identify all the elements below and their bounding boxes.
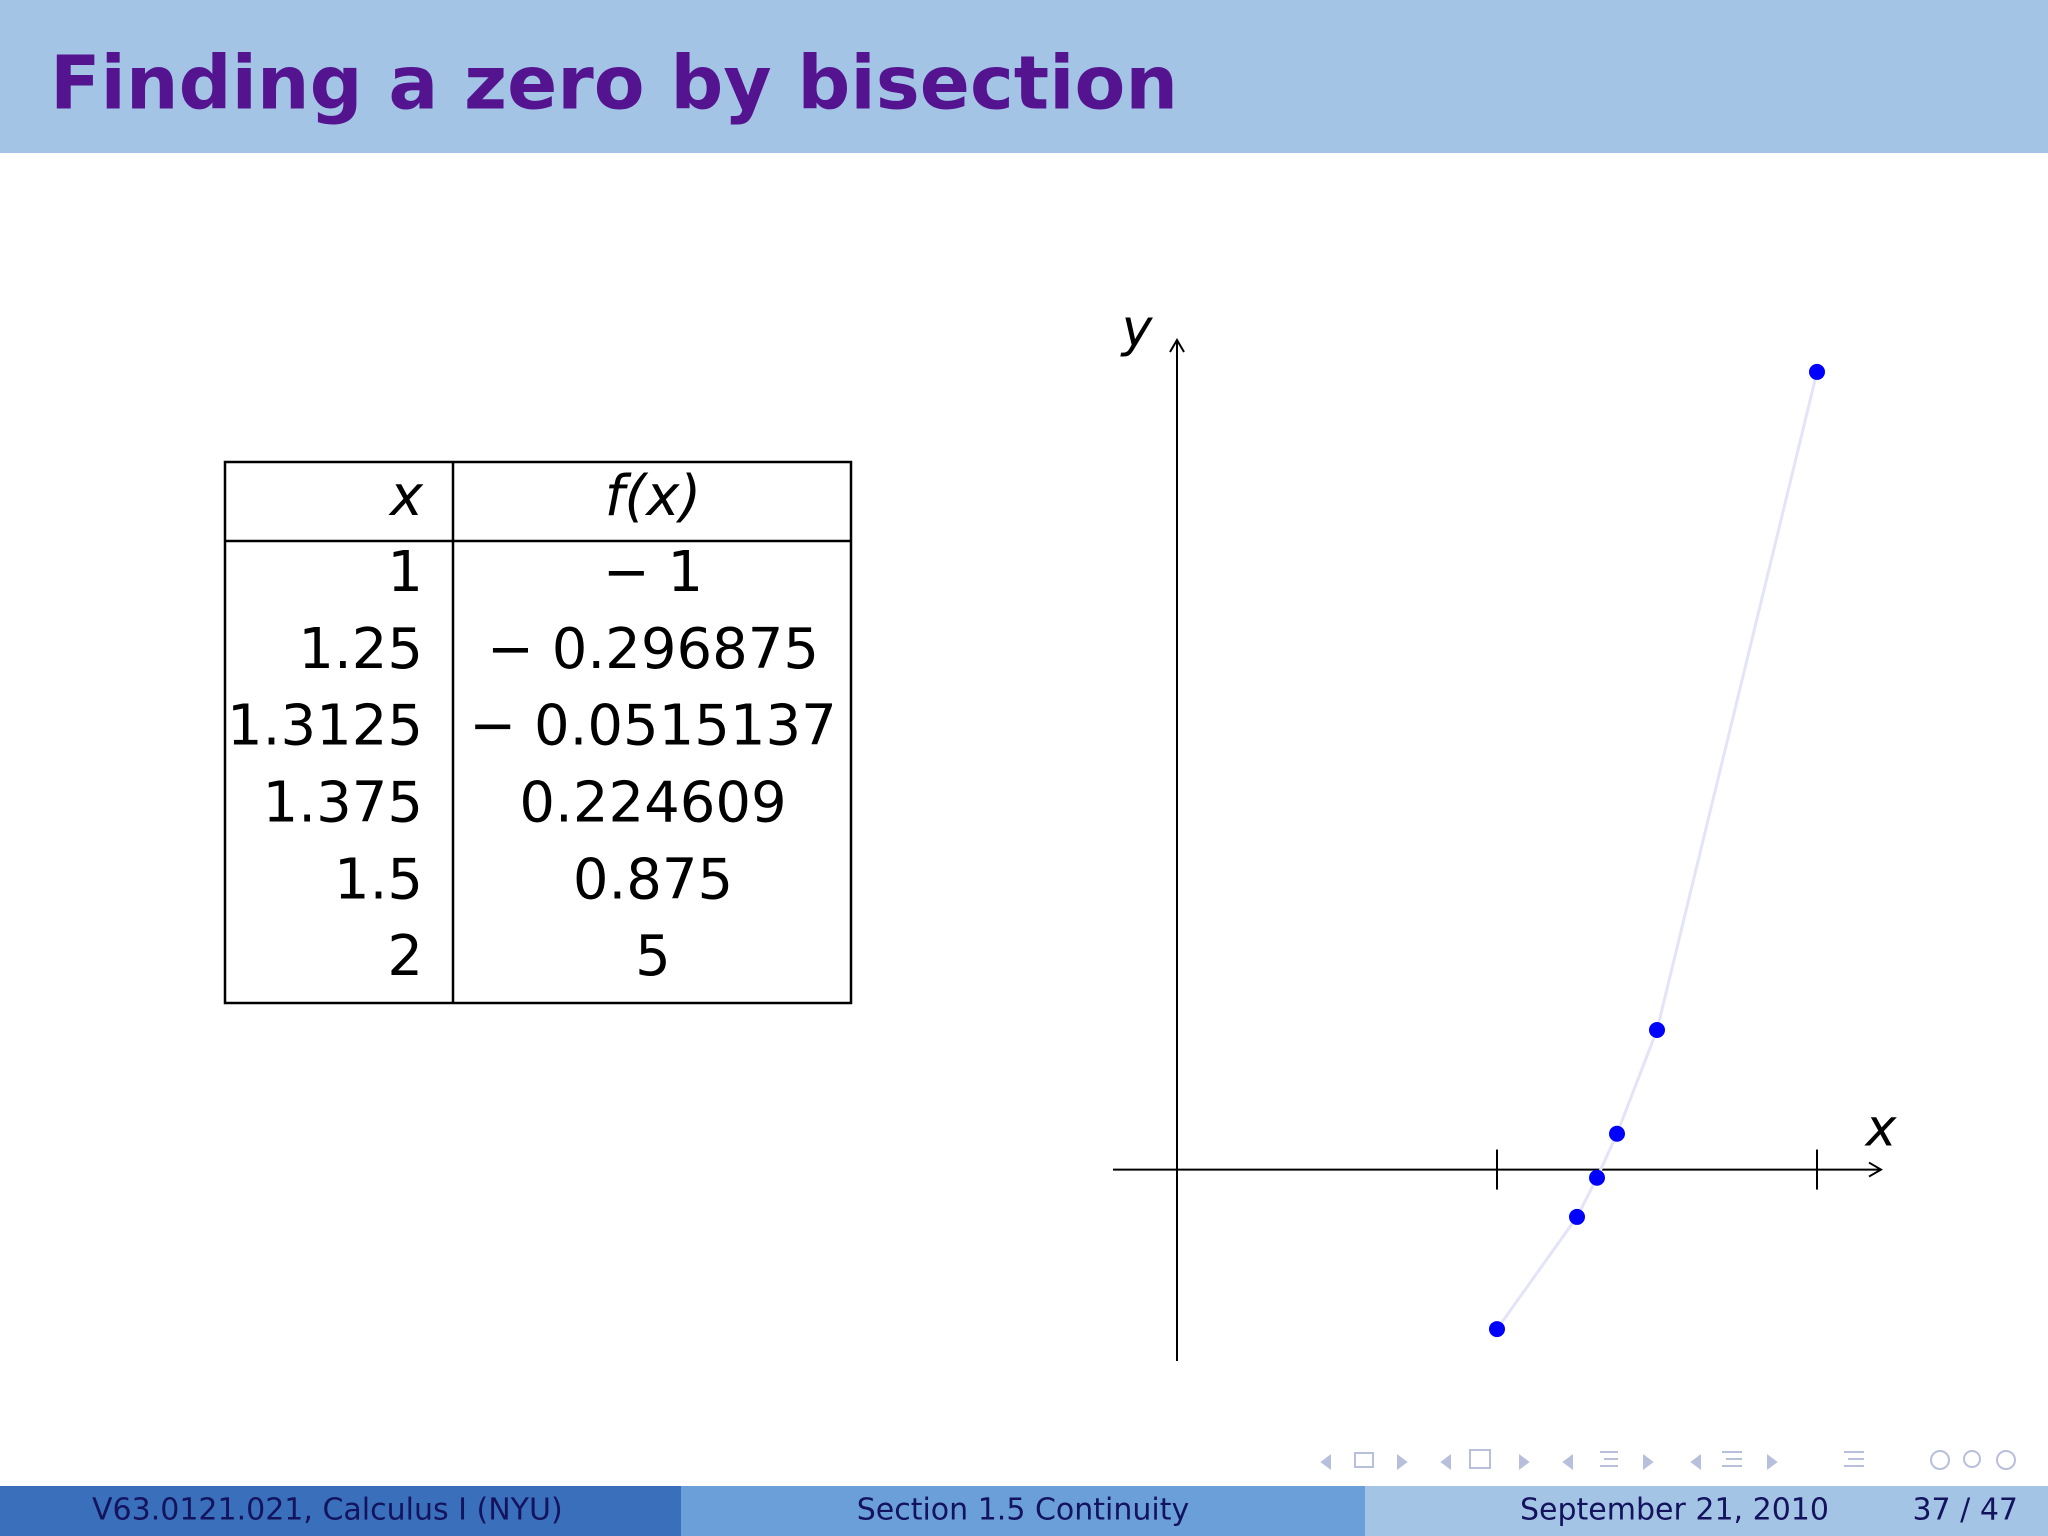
point — [1609, 1125, 1625, 1142]
footer-left: V63.0121.021, Calculus I (NYU) — [92, 1493, 563, 1528]
nav-section[interactable] — [1600, 1451, 1618, 1467]
table-cell: 1.5 — [334, 847, 423, 912]
nav-next-sec[interactable] — [1643, 1454, 1654, 1470]
table-frame — [223, 460, 853, 1005]
table-cell: 2 — [387, 924, 423, 989]
footer-center-band — [681, 1486, 1365, 1536]
table-header: f(x) — [605, 464, 702, 529]
nav-align[interactable] — [1844, 1451, 1864, 1467]
nav-prev-sub[interactable] — [1440, 1454, 1451, 1470]
nav-prev-doc[interactable] — [1690, 1454, 1701, 1470]
nav-prev[interactable] — [1320, 1454, 1331, 1470]
footer-center: Section 1.5 Continuity — [857, 1493, 1190, 1528]
nav-subsection[interactable] — [1469, 1449, 1491, 1469]
table-cell: 5 — [635, 924, 671, 989]
footer-page: 37 / 47 — [1912, 1493, 2018, 1528]
footer-right-band — [1365, 1486, 2048, 1536]
nav-frame[interactable] — [1354, 1452, 1374, 1468]
table-cell: 0.875 — [573, 847, 733, 912]
y-axis-label: y — [1120, 299, 1154, 359]
nav-back[interactable] — [1930, 1450, 1950, 1470]
slide-title: Finding a zero by bisection — [50, 41, 1178, 127]
table-cell: 1.3125 — [227, 694, 423, 759]
table-border — [223, 460, 853, 1005]
table-cell: 0.224609 — [519, 771, 786, 836]
table-cell: 1.25 — [298, 617, 423, 682]
curve — [1495, 371, 1819, 1330]
nav-next-sub[interactable] — [1519, 1454, 1530, 1470]
table-header: x — [388, 464, 424, 529]
point — [1809, 363, 1825, 380]
x-axis-label: x — [1864, 1099, 1898, 1159]
nav-next-doc[interactable] — [1767, 1454, 1778, 1470]
table-cell: − 1 — [603, 540, 703, 605]
nav-forward[interactable] — [1996, 1450, 2016, 1470]
table-cell: − 0.296875 — [487, 617, 819, 682]
footer-left-band — [0, 1486, 681, 1536]
point — [1589, 1169, 1605, 1186]
y-axis-arrow — [1169, 338, 1185, 353]
table-cell: − 0.0515137 — [469, 694, 837, 759]
nav-next[interactable] — [1397, 1454, 1408, 1470]
x-axis-arrow — [1868, 1161, 1883, 1178]
nav-symbols[interactable] — [1320, 1449, 2016, 1470]
header-band — [0, 0, 2048, 153]
footer-date: September 21, 2010 — [1520, 1493, 1829, 1528]
point — [1569, 1208, 1585, 1225]
nav-search[interactable] — [1963, 1450, 1981, 1468]
point — [1649, 1021, 1665, 1038]
nav-prev-sec[interactable] — [1562, 1454, 1573, 1470]
table-cell: 1.375 — [263, 771, 423, 836]
table-cell: 1 — [387, 540, 423, 605]
nav-doc[interactable] — [1722, 1451, 1742, 1467]
point — [1489, 1321, 1505, 1338]
